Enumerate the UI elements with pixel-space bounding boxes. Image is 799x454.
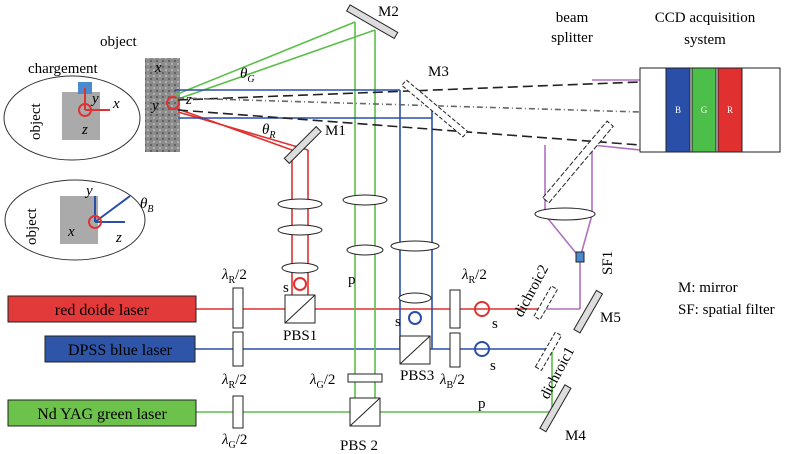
pbs-label: PBS1 bbox=[283, 328, 317, 344]
lens bbox=[535, 208, 595, 220]
combined-beam bbox=[592, 145, 640, 150]
waveplate-label: λR/2 bbox=[221, 372, 247, 391]
ccd: B G R bbox=[640, 68, 780, 152]
object-label: object bbox=[100, 34, 137, 50]
ccd-title: CCD acquisition bbox=[655, 10, 756, 26]
laser-label: Nd YAG green laser bbox=[37, 406, 167, 423]
optical-setup: y x z object y x z θB object object char… bbox=[0, 0, 799, 454]
mirror-label: M4 bbox=[565, 428, 586, 444]
ccd-title: system bbox=[684, 32, 726, 48]
plate-suffix: /2 bbox=[235, 372, 247, 388]
pbs-cubes bbox=[285, 295, 430, 426]
beam-splitter bbox=[543, 121, 613, 203]
plate-sub: G bbox=[317, 380, 324, 391]
mirror-label: M2 bbox=[378, 4, 399, 20]
plate-sub: G bbox=[229, 440, 236, 451]
pbs-label: PBS 2 bbox=[340, 438, 378, 454]
plate-suffix: /2 bbox=[324, 372, 336, 388]
chargement-label: chargement bbox=[28, 61, 99, 77]
waveplate bbox=[348, 374, 382, 382]
waveplate bbox=[233, 396, 243, 428]
axis-label: x bbox=[67, 224, 75, 240]
waveplate-label: λR/2 bbox=[221, 267, 247, 286]
beam-splitter-label: splitter bbox=[551, 30, 593, 46]
polarization-label: p bbox=[478, 396, 486, 412]
mirror-label: M5 bbox=[600, 310, 621, 326]
waveplate-label: λB/2 bbox=[439, 372, 465, 391]
sf-label: SF1 bbox=[600, 251, 616, 275]
lens bbox=[399, 293, 431, 303]
legend-item: SF: spatial filter bbox=[678, 302, 775, 318]
lens bbox=[282, 263, 318, 273]
lens bbox=[347, 245, 383, 255]
plate-suffix: /2 bbox=[235, 267, 247, 283]
lens bbox=[278, 225, 322, 235]
imaging-ray bbox=[178, 110, 640, 145]
polarization-mark bbox=[409, 312, 421, 324]
plate-suffix: /2 bbox=[236, 432, 248, 448]
laser-label: DPSS blue laser bbox=[68, 342, 173, 359]
polarization-label: s bbox=[395, 314, 401, 330]
beam-splitter-label: beam bbox=[556, 10, 589, 26]
angle-sub: G bbox=[247, 74, 254, 85]
polarization-label: s bbox=[490, 358, 496, 374]
angle-label: θB bbox=[140, 196, 153, 215]
spatial-filter bbox=[576, 252, 584, 262]
dichroic-label: dichroic2 bbox=[511, 262, 552, 320]
waveplate-label: λR/2 bbox=[461, 267, 487, 286]
channel-label: B bbox=[675, 105, 681, 115]
axis-label: x bbox=[112, 96, 120, 112]
polarization-label: s bbox=[283, 280, 289, 296]
waveplate bbox=[450, 333, 460, 367]
optical-axis bbox=[178, 98, 640, 112]
waveplate-label: λG/2 bbox=[309, 372, 335, 391]
angle-sub: R bbox=[268, 130, 275, 141]
angle-sub: B bbox=[147, 204, 153, 215]
lenses bbox=[278, 195, 595, 303]
laser-label: red doide laser bbox=[55, 302, 150, 319]
angle-label: θR bbox=[262, 122, 275, 141]
legend-item: M: mirror bbox=[678, 280, 738, 296]
lens bbox=[391, 241, 439, 251]
polarization-label: p bbox=[348, 272, 356, 288]
axis-label: z bbox=[81, 122, 88, 138]
green-beam bbox=[175, 22, 355, 95]
angle-label: θG bbox=[240, 66, 255, 85]
plate-suffix: /2 bbox=[453, 372, 465, 388]
inset-object bbox=[60, 196, 98, 244]
waveplate bbox=[450, 290, 460, 328]
axis-label: x bbox=[154, 60, 162, 76]
inset-label: object bbox=[24, 208, 40, 245]
mirror-label: M3 bbox=[428, 64, 449, 80]
plate-suffix: /2 bbox=[475, 267, 487, 283]
object bbox=[145, 58, 180, 152]
mirror-label: M1 bbox=[325, 123, 346, 139]
channel-label: G bbox=[701, 105, 708, 115]
axis-label: y bbox=[90, 91, 99, 107]
pbs-label: PBS3 bbox=[400, 368, 434, 384]
axis-label: y bbox=[84, 183, 93, 199]
lens bbox=[278, 199, 322, 209]
insets: y x z object y x z θB object bbox=[4, 76, 153, 260]
lens bbox=[343, 195, 387, 205]
axis-label: z bbox=[115, 230, 122, 246]
waveplate-label: λG/2 bbox=[221, 432, 247, 451]
axis-label: y bbox=[150, 98, 159, 114]
mirror bbox=[574, 290, 603, 332]
waveplate bbox=[233, 332, 243, 366]
waveplate bbox=[233, 288, 243, 328]
polarization-label: s bbox=[492, 316, 498, 332]
channel-label: R bbox=[727, 105, 733, 115]
inset-label: object bbox=[28, 103, 44, 140]
polarization-mark bbox=[294, 278, 306, 290]
